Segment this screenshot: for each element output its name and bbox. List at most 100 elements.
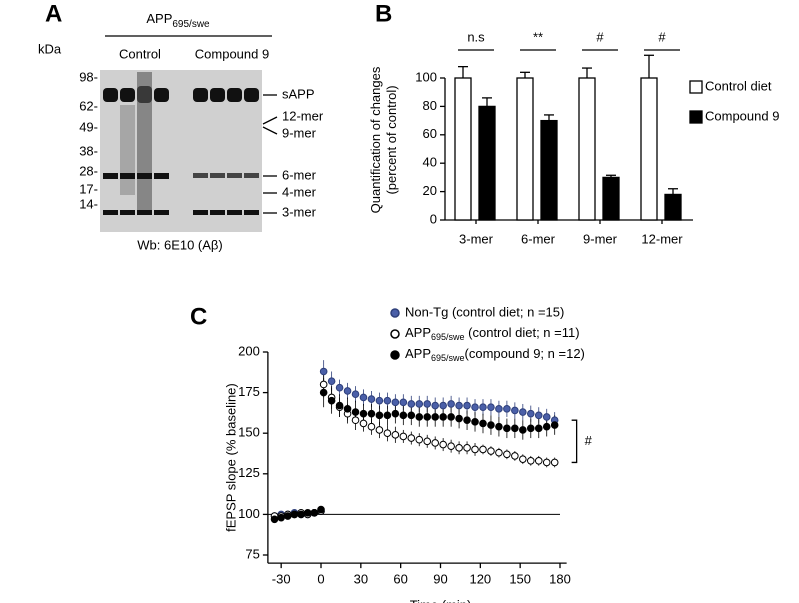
legend-label: Compound 9 <box>705 108 779 123</box>
bar <box>578 77 596 221</box>
data-point <box>519 426 527 434</box>
panel-label: A <box>45 0 62 27</box>
bar <box>602 176 620 221</box>
significance-label: ** <box>533 29 543 44</box>
blot-header: APP695/swe <box>146 11 210 29</box>
data-point <box>391 398 400 407</box>
y-tick-label: 150 <box>238 425 260 440</box>
data-point <box>423 413 432 421</box>
label-part: 695/swe <box>431 353 465 363</box>
data-point <box>534 411 543 420</box>
data-point <box>471 445 479 454</box>
band-label: 9-mer <box>282 125 317 140</box>
data-point <box>431 439 439 447</box>
data-point <box>487 447 495 455</box>
legend-swatch <box>689 80 703 94</box>
unit: kDa <box>38 41 62 56</box>
data-point <box>534 424 543 433</box>
y-tick-label: 200 <box>238 343 260 358</box>
data-point <box>471 418 479 426</box>
data-point <box>455 401 463 410</box>
data-point <box>526 424 535 433</box>
data-point <box>391 409 400 418</box>
data-point <box>327 396 336 405</box>
bar <box>478 105 496 221</box>
data-point <box>503 405 511 413</box>
kda-marker: 14- <box>79 196 98 211</box>
data-point <box>391 431 400 439</box>
label-line: (percent of control) <box>384 85 399 194</box>
x-tick-label: 180 <box>549 572 571 587</box>
data-point <box>297 510 305 519</box>
data-point <box>550 458 559 467</box>
data-point <box>375 396 384 405</box>
significance-label: # <box>658 29 666 44</box>
data-point <box>407 434 416 442</box>
kda-marker: 28- <box>79 163 98 178</box>
data-point <box>310 508 319 517</box>
x-tick-label: 12-mer <box>641 231 683 246</box>
y-tick-label: 60 <box>423 126 437 141</box>
data-point <box>447 400 455 408</box>
data-point <box>383 396 392 405</box>
y-tick-label: 20 <box>423 183 437 198</box>
data-point <box>359 409 368 418</box>
x-axis-label: Time (min) <box>410 598 472 603</box>
data-point <box>399 432 408 441</box>
x-tick-label: 30 <box>354 572 368 587</box>
blot-caption: Wb: 6E10 (Aβ) <box>137 237 223 252</box>
data-point <box>463 416 471 425</box>
legend-marker <box>390 308 400 318</box>
x-tick-label: 9-mer <box>583 231 618 246</box>
data-point <box>319 380 328 389</box>
y-tick-label: 80 <box>423 98 437 113</box>
x-tick-label: 120 <box>469 572 491 587</box>
data-point <box>519 408 527 416</box>
blot: APP695/swe kDa Control Compound 9 98- 62… <box>38 11 324 252</box>
data-point <box>431 413 439 421</box>
data-point <box>290 510 299 519</box>
x-tick-label: -30 <box>272 572 291 587</box>
label-part: 695/swe <box>431 332 465 342</box>
legend-marker <box>390 329 400 339</box>
data-point <box>319 388 328 397</box>
data-point <box>455 444 463 452</box>
data-point <box>317 505 325 514</box>
data-point <box>487 403 495 412</box>
band-label: 3-mer <box>282 204 317 219</box>
data-point <box>335 383 344 392</box>
data-point <box>351 390 360 399</box>
data-point <box>335 401 344 410</box>
data-point <box>479 445 487 454</box>
data-point <box>277 513 285 522</box>
data-point <box>511 452 519 460</box>
data-point <box>415 413 424 421</box>
legend-label: Non-Tg (control diet; n =15) <box>405 304 564 319</box>
panel-label: C <box>190 303 207 330</box>
data-point <box>303 508 312 517</box>
data-point <box>383 429 392 438</box>
data-point <box>511 424 519 433</box>
data-point <box>351 408 360 416</box>
legend-label: APP695/swe (control diet; n =11) <box>405 325 580 342</box>
data-point <box>479 403 487 412</box>
data-point <box>455 414 463 423</box>
data-point <box>439 413 447 421</box>
data-point <box>495 422 503 431</box>
data-point <box>375 411 384 420</box>
bracket-label: # <box>585 433 593 448</box>
data-point <box>423 400 432 408</box>
kda-marker: 38- <box>79 143 98 158</box>
label-part: APP <box>405 325 431 340</box>
data-point <box>399 411 408 420</box>
bar <box>454 77 472 221</box>
data-point <box>534 457 543 465</box>
data-point <box>526 409 535 418</box>
band-label: sAPP <box>282 86 315 101</box>
data-point <box>375 426 384 434</box>
data-point <box>439 401 447 410</box>
data-point <box>542 458 551 467</box>
kda-marker: 62- <box>79 98 98 113</box>
data-point <box>511 406 519 415</box>
